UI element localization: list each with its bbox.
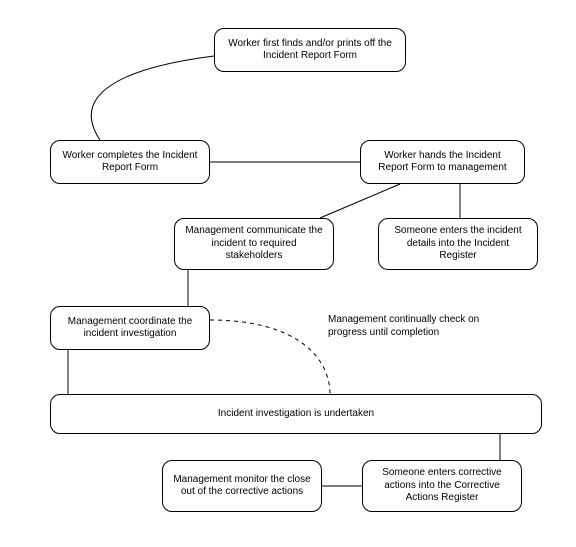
node-label: Someone enters the incident details into… <box>387 225 529 263</box>
node-n2: Worker completes the Incident Report For… <box>50 140 210 184</box>
edge-e9_dashed <box>210 320 330 394</box>
node-label: Management monitor the close out of the … <box>171 474 313 499</box>
annotation-progress-check: Management continually check on progress… <box>328 314 518 339</box>
node-n1: Worker first finds and/or prints off the… <box>214 28 406 72</box>
node-n5: Someone enters the incident details into… <box>378 218 538 270</box>
node-n6: Management coordinate the incident inves… <box>50 306 210 350</box>
node-label: Worker first finds and/or prints off the… <box>223 38 397 63</box>
edge-e1 <box>91 56 214 140</box>
node-label: Someone enters corrective actions into t… <box>371 467 513 505</box>
node-n8: Management monitor the close out of the … <box>162 460 322 512</box>
node-n3: Worker hands the Incident Report Form to… <box>360 140 525 184</box>
node-n9: Someone enters corrective actions into t… <box>362 460 522 512</box>
node-n4: Management communicate the incident to r… <box>174 218 334 270</box>
node-label: Worker hands the Incident Report Form to… <box>369 150 516 175</box>
node-n7: Incident investigation is undertaken <box>50 394 542 434</box>
node-label: Worker completes the Incident Report For… <box>59 150 201 175</box>
node-label: Management coordinate the incident inves… <box>59 316 201 341</box>
node-label: Incident investigation is undertaken <box>218 408 374 421</box>
edge-e3 <box>320 184 400 218</box>
node-label: Management communicate the incident to r… <box>183 225 325 263</box>
